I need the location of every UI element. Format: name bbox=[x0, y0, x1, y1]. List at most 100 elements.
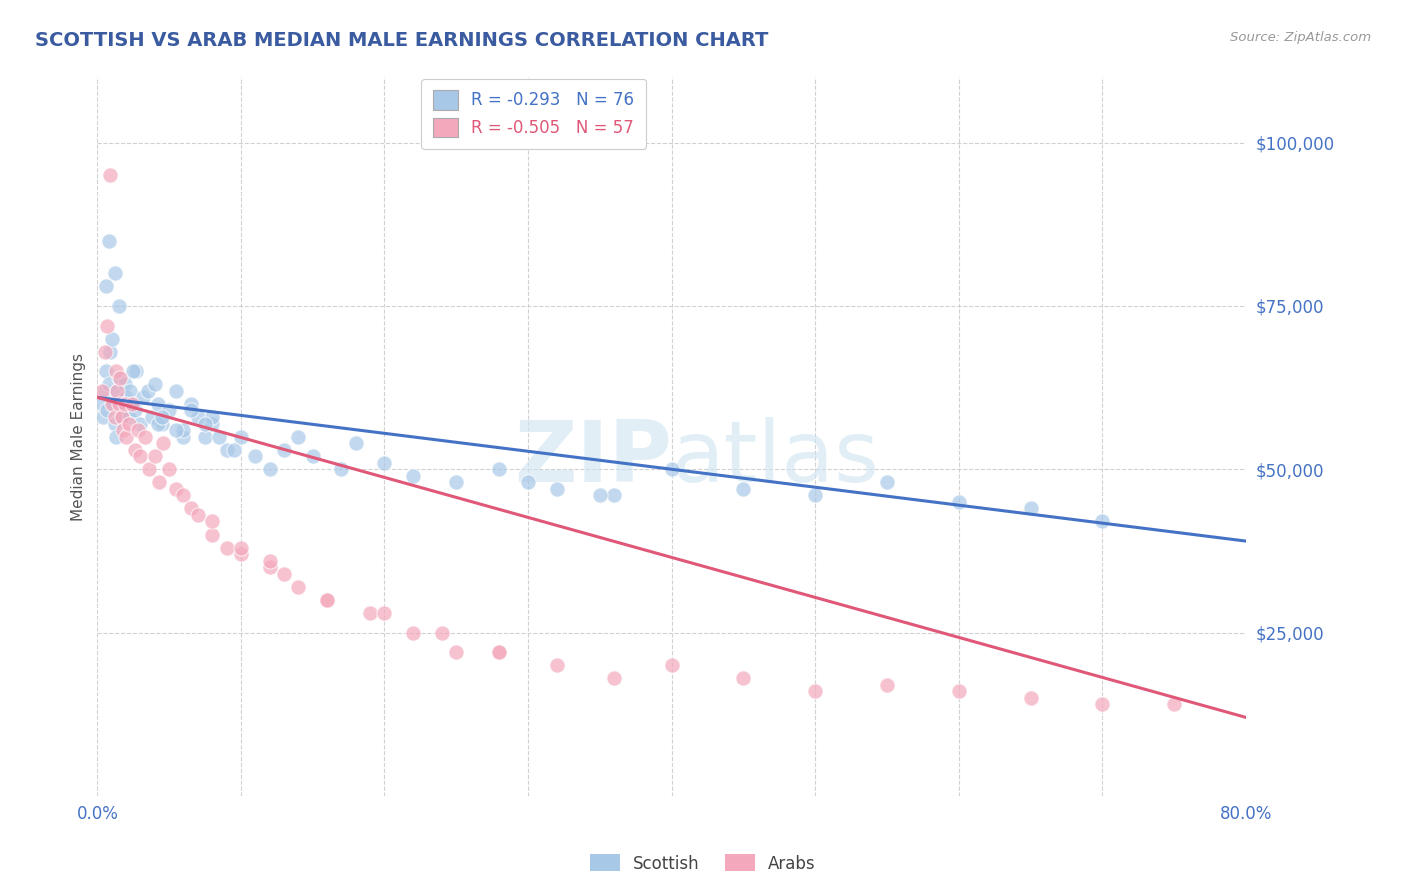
Point bbox=[273, 566, 295, 581]
Point bbox=[124, 403, 146, 417]
Point bbox=[804, 684, 827, 698]
Point bbox=[180, 403, 202, 417]
Point bbox=[136, 384, 159, 398]
Point bbox=[165, 423, 187, 437]
Point bbox=[316, 592, 339, 607]
Point bbox=[229, 547, 252, 561]
Point bbox=[948, 684, 970, 698]
Point bbox=[259, 554, 281, 568]
Point bbox=[108, 397, 131, 411]
Point bbox=[273, 442, 295, 457]
Point bbox=[101, 397, 124, 411]
Point bbox=[173, 488, 195, 502]
Point bbox=[97, 377, 120, 392]
Point bbox=[245, 449, 267, 463]
Point bbox=[373, 456, 395, 470]
Point bbox=[94, 279, 117, 293]
Point bbox=[141, 409, 163, 424]
Point bbox=[115, 429, 138, 443]
Text: SCOTTISH VS ARAB MEDIAN MALE EARNINGS CORRELATION CHART: SCOTTISH VS ARAB MEDIAN MALE EARNINGS CO… bbox=[35, 31, 769, 50]
Point bbox=[165, 482, 187, 496]
Point bbox=[110, 397, 132, 411]
Point bbox=[94, 364, 117, 378]
Point bbox=[876, 678, 898, 692]
Point bbox=[125, 364, 148, 378]
Point bbox=[446, 475, 468, 490]
Point bbox=[112, 423, 135, 437]
Point bbox=[661, 658, 683, 673]
Point bbox=[402, 625, 425, 640]
Point bbox=[488, 462, 510, 476]
Point bbox=[105, 429, 128, 443]
Point bbox=[173, 429, 195, 443]
Point bbox=[132, 391, 155, 405]
Text: atlas: atlas bbox=[672, 417, 880, 500]
Point bbox=[118, 417, 141, 431]
Point bbox=[114, 397, 136, 411]
Point bbox=[143, 377, 166, 392]
Point bbox=[180, 397, 202, 411]
Point bbox=[165, 384, 187, 398]
Point bbox=[948, 495, 970, 509]
Point bbox=[148, 475, 170, 490]
Point bbox=[118, 409, 141, 424]
Point bbox=[733, 671, 755, 685]
Point bbox=[143, 449, 166, 463]
Legend: Scottish, Arabs: Scottish, Arabs bbox=[583, 847, 823, 880]
Point bbox=[287, 429, 309, 443]
Point bbox=[876, 475, 898, 490]
Point bbox=[103, 266, 125, 280]
Point bbox=[96, 318, 118, 333]
Point bbox=[201, 417, 224, 431]
Point bbox=[229, 429, 252, 443]
Point bbox=[1163, 698, 1185, 712]
Point bbox=[201, 515, 224, 529]
Point bbox=[117, 397, 139, 411]
Point bbox=[603, 488, 626, 502]
Point bbox=[157, 462, 180, 476]
Point bbox=[330, 462, 353, 476]
Point bbox=[201, 527, 224, 541]
Point bbox=[110, 371, 132, 385]
Point bbox=[589, 488, 612, 502]
Point bbox=[546, 482, 568, 496]
Point bbox=[91, 409, 114, 424]
Text: ZIP: ZIP bbox=[513, 417, 672, 500]
Point bbox=[359, 606, 381, 620]
Point bbox=[373, 606, 395, 620]
Point bbox=[804, 488, 827, 502]
Point bbox=[1019, 690, 1042, 705]
Point bbox=[603, 671, 626, 685]
Point bbox=[194, 429, 217, 443]
Point bbox=[344, 436, 367, 450]
Point bbox=[150, 409, 173, 424]
Point bbox=[402, 468, 425, 483]
Point bbox=[194, 417, 217, 431]
Point bbox=[215, 541, 238, 555]
Point bbox=[114, 377, 136, 392]
Point bbox=[661, 462, 683, 476]
Point bbox=[215, 442, 238, 457]
Point bbox=[100, 332, 122, 346]
Point bbox=[157, 403, 180, 417]
Point bbox=[488, 645, 510, 659]
Point bbox=[222, 442, 245, 457]
Y-axis label: Median Male Earnings: Median Male Earnings bbox=[72, 352, 86, 521]
Point bbox=[100, 397, 122, 411]
Point bbox=[97, 234, 120, 248]
Point bbox=[96, 403, 118, 417]
Point bbox=[430, 625, 453, 640]
Point bbox=[107, 384, 129, 398]
Point bbox=[187, 508, 209, 522]
Point bbox=[173, 423, 195, 437]
Point bbox=[517, 475, 540, 490]
Point bbox=[103, 417, 125, 431]
Point bbox=[112, 403, 135, 417]
Point bbox=[127, 423, 149, 437]
Point bbox=[129, 417, 152, 431]
Point bbox=[93, 384, 115, 398]
Point bbox=[301, 449, 323, 463]
Point bbox=[107, 384, 129, 398]
Point bbox=[546, 658, 568, 673]
Point bbox=[105, 364, 128, 378]
